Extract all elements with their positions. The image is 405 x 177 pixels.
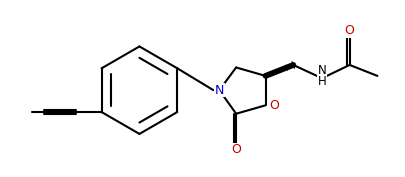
Text: O: O xyxy=(345,24,355,37)
Text: N
H: N H xyxy=(318,64,326,88)
Text: N: N xyxy=(215,84,224,97)
Text: O: O xyxy=(269,99,279,112)
Text: O: O xyxy=(231,143,241,156)
